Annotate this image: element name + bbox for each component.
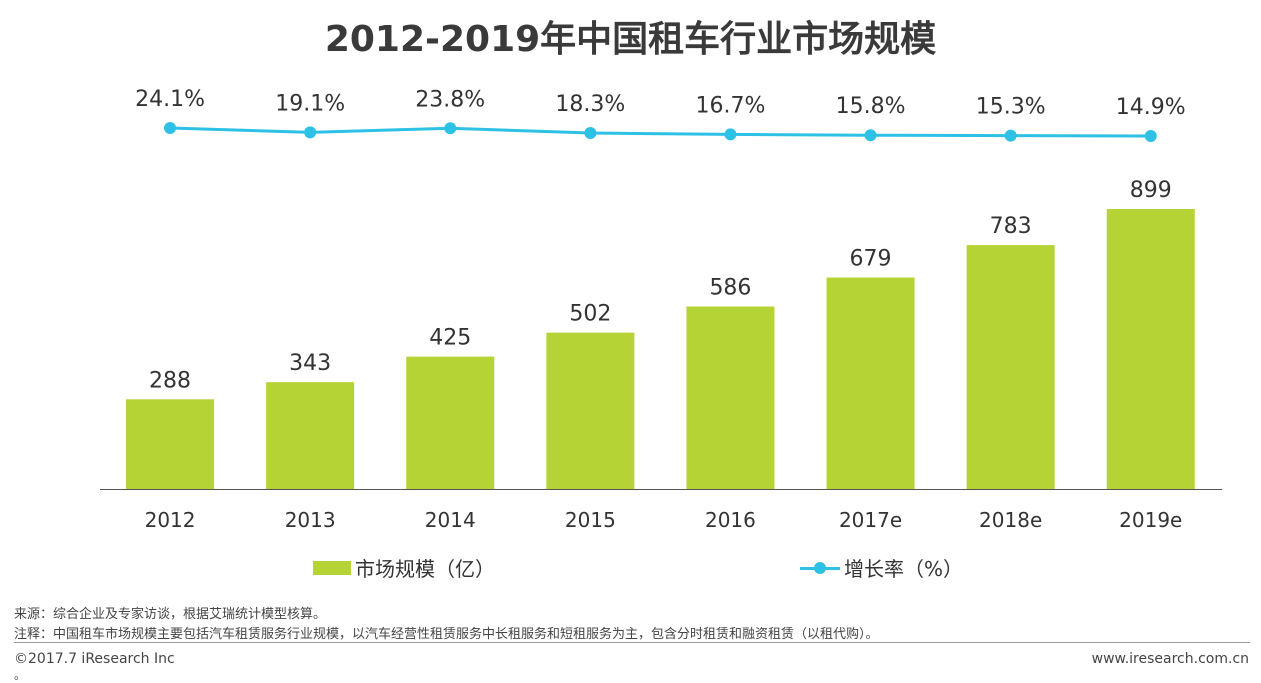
growth-label-2018e: 15.3% xyxy=(976,95,1046,120)
bar-2014 xyxy=(406,356,495,489)
x-tick-2013: 2013 xyxy=(285,508,336,532)
growth-point-2016 xyxy=(724,128,737,141)
growth-label-2012: 24.1% xyxy=(135,87,205,112)
growth-label-2015: 18.3% xyxy=(555,92,625,117)
bar-2016 xyxy=(686,306,775,489)
legend-market-size: 市场规模（亿） xyxy=(313,553,495,582)
x-tick-2016: 2016 xyxy=(705,508,756,532)
bar-label-2018e: 783 xyxy=(990,214,1032,239)
bar-label-2012: 288 xyxy=(149,368,191,393)
x-tick-labels: 2012 2013 2014 2015 2016 2017e 2018e 2019e xyxy=(145,508,1183,532)
x-tick-2017e: 2017e xyxy=(839,508,902,532)
growth-value-labels: 24.1% 19.1% 23.8% 18.3% 16.7% 15.8% 15.3% 14.9% xyxy=(135,87,1186,120)
bar-value-labels: 288 343 425 502 586 679 783 899 xyxy=(149,178,1172,393)
bar-2019e xyxy=(1106,209,1195,489)
website-link[interactable]: www.iresearch.com.cn xyxy=(1091,651,1249,667)
bar-series xyxy=(126,209,1195,489)
bar-2013 xyxy=(266,382,355,489)
footer-dot: 。 xyxy=(14,668,27,682)
footer-divider xyxy=(14,642,1250,643)
growth-point-2012 xyxy=(164,122,177,134)
bar-2017e xyxy=(826,277,915,489)
bar-label-2016: 586 xyxy=(709,275,751,300)
x-tick-2012: 2012 xyxy=(145,508,196,532)
growth-line xyxy=(170,126,1151,138)
growth-point-2014 xyxy=(444,122,457,135)
growth-label-2014: 23.8% xyxy=(415,87,485,112)
x-tick-2014: 2014 xyxy=(425,508,476,532)
growth-label-2013: 19.1% xyxy=(275,91,345,116)
x-tick-2018e: 2018e xyxy=(979,508,1042,532)
growth-point-2015 xyxy=(584,127,597,140)
legend-growth-rate: 增长率（%） xyxy=(800,553,963,582)
bar-label-2017e: 679 xyxy=(850,247,892,272)
bar-2018e xyxy=(966,245,1055,489)
legend-bar-swatch xyxy=(313,560,351,575)
growth-label-2019e: 14.9% xyxy=(1116,95,1186,120)
annotation-note: 注释：中国租车市场规模主要包括汽车租赁服务行业规模，以汽车经营性租赁服务中长租服… xyxy=(14,627,879,642)
source-note: 来源：综合企业及专家访谈，根据艾瑞统计模型核算。 xyxy=(14,607,327,622)
growth-label-2017e: 15.8% xyxy=(836,94,906,119)
legend-line-swatch xyxy=(800,561,840,575)
copyright-text: ©2017.7 iResearch Inc xyxy=(14,651,175,667)
bar-label-2019e: 899 xyxy=(1130,178,1172,203)
bar-2012 xyxy=(126,399,215,489)
x-tick-2015: 2015 xyxy=(565,508,616,532)
growth-point-2017e xyxy=(864,129,877,142)
growth-point-2013 xyxy=(304,126,317,139)
bar-label-2013: 343 xyxy=(289,351,331,376)
growth-line-series xyxy=(164,122,1157,142)
bar-label-2014: 425 xyxy=(429,326,471,351)
growth-point-2018e xyxy=(1004,129,1017,142)
x-tick-2019e: 2019e xyxy=(1119,508,1182,532)
growth-label-2016: 16.7% xyxy=(696,93,766,118)
legend-bar-label: 市场规模（亿） xyxy=(355,557,495,581)
legend-line-label: 增长率（%） xyxy=(844,557,964,581)
growth-point-2019e xyxy=(1144,130,1157,142)
bar-label-2015: 502 xyxy=(569,302,611,327)
chart-title: 2012-2019年中国租车行业市场规模 xyxy=(324,19,937,60)
bar-2015 xyxy=(546,332,635,489)
